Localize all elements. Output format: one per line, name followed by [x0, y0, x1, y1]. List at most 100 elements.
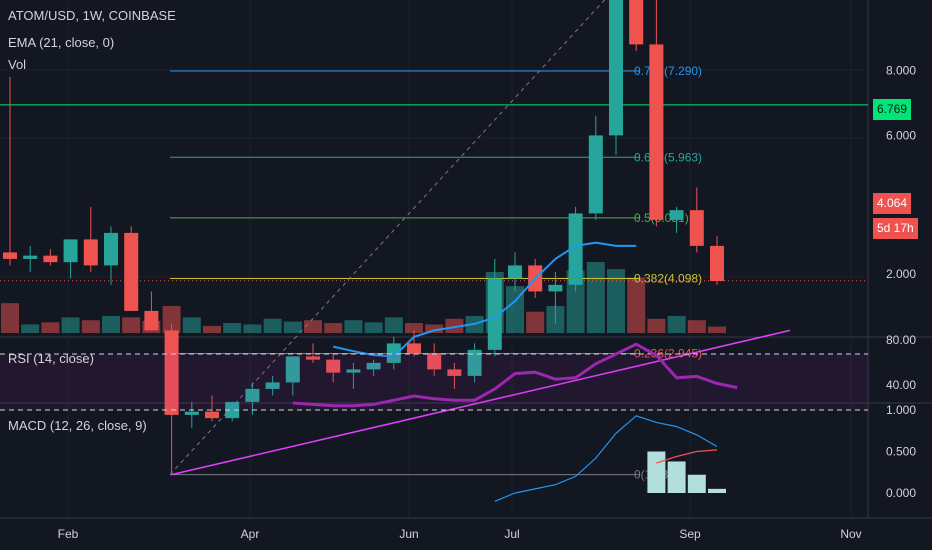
- candle-body: [225, 401, 240, 419]
- macd-histogram-bar: [708, 488, 726, 493]
- volume-bar: [425, 324, 444, 333]
- volume-bar: [182, 317, 201, 333]
- volume-bar: [647, 318, 666, 333]
- volume-bar: [263, 318, 282, 333]
- volume-bar: [627, 277, 646, 333]
- candle-body: [609, 0, 623, 136]
- candle-body: [649, 44, 664, 220]
- volume-bar: [1, 303, 19, 333]
- fib-level-label: 0.618(5.963): [634, 150, 702, 164]
- candle-body: [629, 0, 644, 45]
- volume-bar: [102, 315, 120, 333]
- x-tick-label: Jun: [399, 527, 418, 541]
- volume-bar: [445, 318, 464, 333]
- ema-line: [332, 241, 637, 358]
- candle-body: [386, 343, 401, 363]
- macd-tick-label: 0.000: [886, 486, 916, 500]
- volume-bar: [203, 325, 221, 333]
- candle-body: [164, 330, 179, 415]
- x-tick-label: Sep: [679, 527, 701, 541]
- candle-body: [124, 232, 139, 311]
- candle-body: [588, 135, 603, 214]
- candle-body: [326, 359, 341, 373]
- fib-level-label: 0.236(2.945): [634, 346, 702, 360]
- volume-bar: [41, 322, 60, 333]
- volume-bar: [667, 315, 686, 333]
- macd-tick-label: 0.500: [886, 445, 916, 459]
- last-price-badge: 4.064: [873, 193, 912, 214]
- volume-bar: [344, 320, 363, 333]
- rsi-tick-label: 80.00: [886, 333, 916, 347]
- candle-body: [427, 353, 442, 370]
- volume-legend: Vol: [8, 57, 27, 72]
- candle-body: [710, 245, 724, 281]
- macd-histogram-bar: [687, 474, 706, 493]
- volume-bar: [506, 286, 524, 333]
- candle-body: [306, 356, 320, 360]
- candle-body: [689, 210, 704, 246]
- volume-bar: [526, 311, 545, 333]
- candle-body: [23, 255, 38, 259]
- macd-histogram-bar: [647, 451, 666, 493]
- ema-legend: EMA (21, close, 0): [8, 35, 115, 50]
- candle-body: [184, 411, 199, 415]
- candle-body: [43, 255, 58, 263]
- x-tick-label: Feb: [58, 527, 79, 541]
- candle-body: [3, 252, 17, 259]
- candle-body: [346, 369, 361, 373]
- rsi-band: [0, 354, 868, 410]
- candle-body: [83, 239, 98, 266]
- rsi-line: [292, 342, 738, 408]
- volume-bar: [687, 320, 706, 333]
- candle-body: [447, 369, 462, 376]
- candle-body: [205, 411, 219, 419]
- volume-bar: [607, 269, 625, 333]
- volume-bar: [223, 323, 242, 333]
- chart-title: ATOM/USD, 1W, COINBASE: [8, 8, 176, 23]
- volume-bar: [304, 320, 322, 333]
- x-tick-label: Nov: [840, 527, 861, 541]
- volume-bar: [21, 324, 40, 333]
- volume-bar: [384, 317, 403, 333]
- bar-countdown-badge: 5d 17h: [873, 218, 918, 239]
- volume-bar: [586, 262, 605, 333]
- volume-bar: [283, 321, 302, 333]
- candle-body: [366, 362, 381, 370]
- volume-bar: [243, 324, 262, 333]
- volume-bar: [122, 317, 141, 333]
- volume-bar: [405, 323, 423, 333]
- macd-legend: MACD (12, 26, close, 9): [8, 418, 147, 433]
- x-tick-label: Jul: [504, 527, 519, 541]
- macd-signal-line: [656, 449, 718, 464]
- candle-body: [245, 388, 260, 402]
- candle-body: [548, 284, 563, 292]
- rsi-legend: RSI (14, close): [8, 351, 94, 366]
- volume-bar: [364, 322, 383, 333]
- level-price-badge: 6.769: [873, 99, 912, 120]
- price-tick-label: 6.000: [886, 128, 916, 142]
- fib-level-label: 0.382(4.098): [634, 272, 702, 286]
- price-tick-label: 2.000: [886, 267, 916, 281]
- volume-bar: [708, 326, 726, 333]
- candle-body: [63, 239, 78, 263]
- candle-body: [144, 310, 159, 331]
- candle-body: [487, 278, 502, 350]
- volume-bar: [566, 270, 585, 333]
- macd-histogram-bar: [667, 461, 686, 493]
- candle-body: [568, 213, 583, 285]
- volume-bar: [81, 320, 100, 333]
- volume-bar: [324, 323, 343, 333]
- candle-body: [508, 265, 522, 279]
- candle-body: [467, 349, 482, 376]
- price-tick-label: 8.000: [886, 63, 916, 77]
- candle-body: [669, 210, 684, 220]
- volume-bar: [61, 317, 80, 333]
- candle-body: [265, 382, 280, 389]
- volume-bar: [162, 306, 181, 333]
- candle-body: [285, 356, 300, 383]
- fib-level-label: 0.786(7.290): [634, 64, 702, 78]
- macd-tick-label: 1.000: [886, 403, 916, 417]
- x-tick-label: Apr: [241, 527, 260, 541]
- candle-body: [407, 343, 421, 354]
